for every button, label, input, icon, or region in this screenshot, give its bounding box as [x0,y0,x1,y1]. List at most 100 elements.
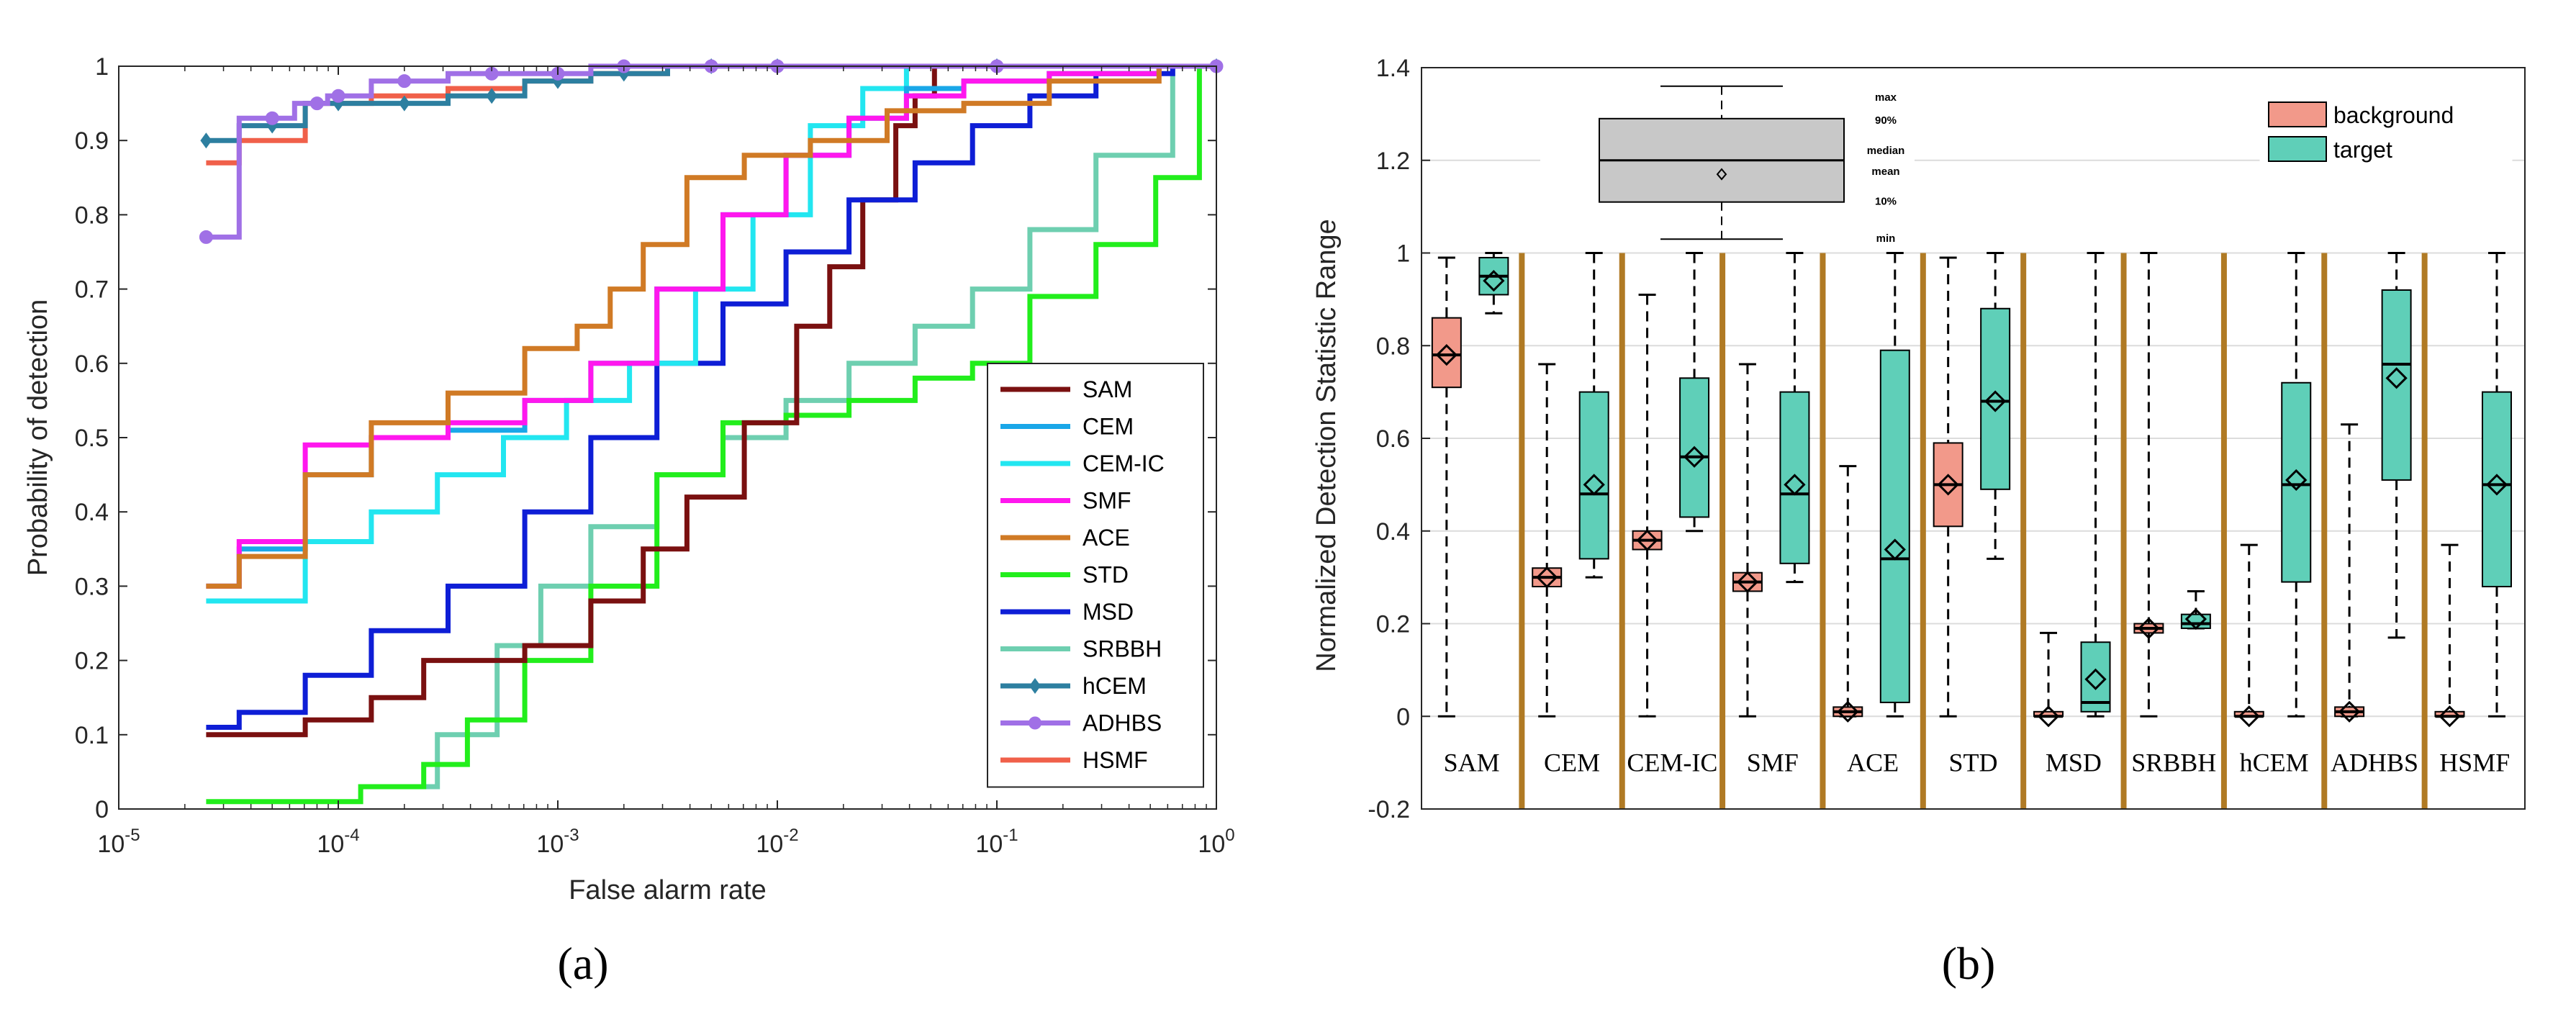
boxplot-y-tick-label: 0.2 [1376,611,1410,638]
boxplot-background-mean-marker [1937,474,1959,496]
roc-x-tick-exponent: -5 [125,826,140,845]
boxplot-target-mean-marker [1984,390,2007,412]
boxplot-legend-swatch-background [2268,101,2327,127]
boxplot-key-label: max [1875,91,1897,104]
boxplot-target-mean-marker [2184,607,2207,630]
boxplot-ticks: -0.2 0 0.2 0.4 0.6 0.8 1 1.2 1.4 [1368,55,1430,823]
boxplot-background-mean-marker [2138,617,2160,640]
boxplot-background-mean-marker [2238,705,2260,728]
roc-point-adhbs [331,89,345,103]
roc-y-tick-label: 0.3 [75,573,109,600]
boxplot-y-tick-label: 1 [1396,240,1410,268]
boxplot-key-label: min [1876,232,1896,245]
roc-x-axis-label: False alarm rate [569,875,767,905]
boxplot-background-mean-marker [2439,705,2461,728]
roc-y-tick-label: 0.5 [75,425,109,452]
boxplot-target-mean-marker [2285,469,2308,492]
panel-label-b: (b) [1942,938,1996,989]
roc-point-adhbs [265,111,279,125]
roc-y-tick-label: 0.8 [75,202,109,229]
roc-x-tick-base: 10 [1198,831,1225,858]
boxplot-target-iqr-box [1679,377,1710,518]
roc-y-tick-label: 0.6 [75,351,109,378]
boxplot-y-tick-label: 0.4 [1376,518,1410,546]
boxplot-key: max 90% median mean 10% min [1540,76,1915,245]
boxplot-category-label: SAM [1444,749,1500,777]
roc-x-tick-label: 100 [1198,826,1234,858]
roc-point-hcem [398,95,410,112]
roc-point-adhbs [397,74,412,89]
roc-x-tick-base: 10 [975,831,1003,858]
roc-y-axis-label: Probability of detection [23,299,53,576]
boxplot-category-label: ACE [1847,749,1899,777]
roc-x-tick-label: 10-2 [756,826,798,858]
roc-x-tick-base: 10 [536,831,564,858]
roc-legend-label-srbbh: SRBBH [1083,636,1162,662]
roc-point-hcem [200,132,212,149]
roc-y-tick-label: 0.1 [75,722,109,749]
boxplot-y-tick-label: 1.4 [1376,55,1410,82]
boxplot-key-label: 10% [1875,196,1897,208]
boxplot-target-mean-marker [2385,367,2408,389]
boxplot-background-mean-marker [1435,344,1458,366]
boxplot-legend-swatch-target [2268,136,2327,162]
roc-x-tick-label: 10-4 [317,826,359,858]
roc-series-line-hcem [206,63,1216,143]
boxplot-target-iqr-box [1779,391,1810,564]
boxplot-background-mean-marker [1536,566,1558,589]
roc-y-tick-label: 0.2 [75,648,109,675]
roc-y-tick-label: 0.4 [75,499,109,526]
boxplot-legend-label-target: target [2333,137,2392,163]
roc-legend-label-std: STD [1083,562,1129,588]
boxplot-target-iqr-box [2481,391,2512,587]
roc-x-tick-exponent: 0 [1225,826,1234,845]
boxplot-y-axis-label: Normalized Detection Statistic Range [1311,219,1342,672]
roc-x-tick-exponent: -4 [344,826,359,845]
boxplot-category-label: ADHBS [2331,749,2418,777]
roc-legend-label-ace: ACE [1083,525,1130,551]
boxplot-y-tick-label: 0.6 [1376,425,1410,453]
roc-point-adhbs [309,96,324,111]
roc-x-tick-label: 10-1 [975,826,1018,858]
boxplot-background-mean-marker [1837,700,1859,723]
roc-x-tick-label: 10-3 [536,826,579,858]
roc-x-tick-exponent: -2 [783,826,798,845]
boxplot-boxes: SAM CEM CEM-IC SMF ACE STD MSD SRBBH hCEM ADHBS HS… [1431,252,2512,809]
roc-y-tick-label: 0 [95,796,109,823]
boxplot-target-iqr-box [2180,613,2211,629]
roc-legend: SAM CEM CEM-IC SMF ACE STD MSD SRBBH hCEM ADHBS HS… [987,363,1204,788]
boxplot-category-label: CEM [1544,749,1600,777]
boxplot-target-mean-marker [2084,668,2107,690]
roc-legend-label-cem: CEM [1083,414,1134,440]
boxplot-y-tick-label: 0 [1396,703,1410,731]
roc-series-line-msd [206,63,1216,730]
boxplot-key-mean-marker [1716,168,1727,181]
boxplot-category-label: SMF [1747,749,1799,777]
roc-y-tick-label: 0.7 [75,276,109,304]
roc-legend-label-adhbs: ADHBS [1083,710,1162,736]
boxplot-category-label: STD [1948,749,1997,777]
panel-label-a: (a) [557,938,608,989]
boxplot-chart: SAM CEM CEM-IC SMF ACE STD MSD SRBBH hCEM ADHBS HS… [1311,55,2526,823]
boxplot-target-iqr-box [2281,381,2312,583]
boxplot-background-iqr-box [1431,317,1462,389]
boxplot-target-mean-marker [1784,474,1806,496]
boxplot-legend: background target [2259,93,2513,173]
roc-y-tick-label: 0.9 [75,127,109,155]
boxplot-key-label: mean [1871,166,1899,178]
roc-x-tick-exponent: -3 [564,826,579,845]
boxplot-background-mean-marker [2338,700,2361,723]
boxplot-key-label: 90% [1875,114,1897,127]
boxplot-target-mean-marker [2485,474,2508,496]
roc-series-line-adhbs [206,63,1216,240]
roc-legend-label-hsmf: HSMF [1083,747,1148,773]
roc-legend-label-sam: SAM [1083,376,1132,402]
boxplot-key-label: median [1867,145,1905,157]
boxplot-y-tick-label: 0.8 [1376,333,1410,360]
roc-x-tick-exponent: -1 [1003,826,1018,845]
boxplot-category-label: HSMF [2439,749,2510,777]
boxplot-target-mean-marker [1583,474,1605,496]
roc-y-tick-label: 1 [95,53,109,81]
